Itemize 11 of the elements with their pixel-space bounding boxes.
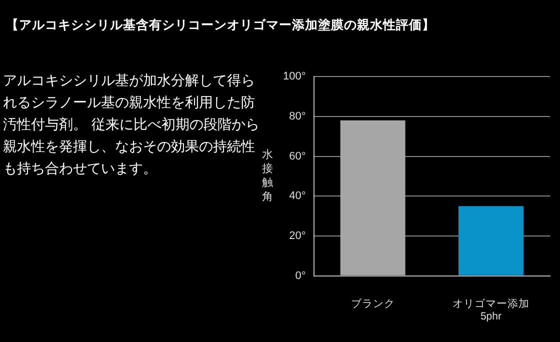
y-tick-label: 60° <box>289 150 306 162</box>
chart-title: 【アルコキシシリル基含有シリコーンオリゴマー添加塗膜の親水性評価】 <box>6 17 435 34</box>
x-tick-label: ブランク <box>350 296 395 310</box>
text: アルコキシシリル基が加水分解して得られるシラノール基の親水性を利用した防汚性付与剤。 従来に比べ初期の段階から親水性を発揮し、なおその効果の持続性も持ち合わせています。 <box>3 72 261 179</box>
y-axis-title: 水接触角 <box>262 148 274 204</box>
y-tick-label: 80° <box>289 110 306 122</box>
y-tick-label: 20° <box>289 230 306 242</box>
y-tick-label: 0° <box>295 270 306 282</box>
y-tick-label: 100° <box>282 70 306 83</box>
x-tick-label: オリゴマー添加 5phr <box>452 296 530 323</box>
y-tick-label: 40° <box>289 190 306 202</box>
